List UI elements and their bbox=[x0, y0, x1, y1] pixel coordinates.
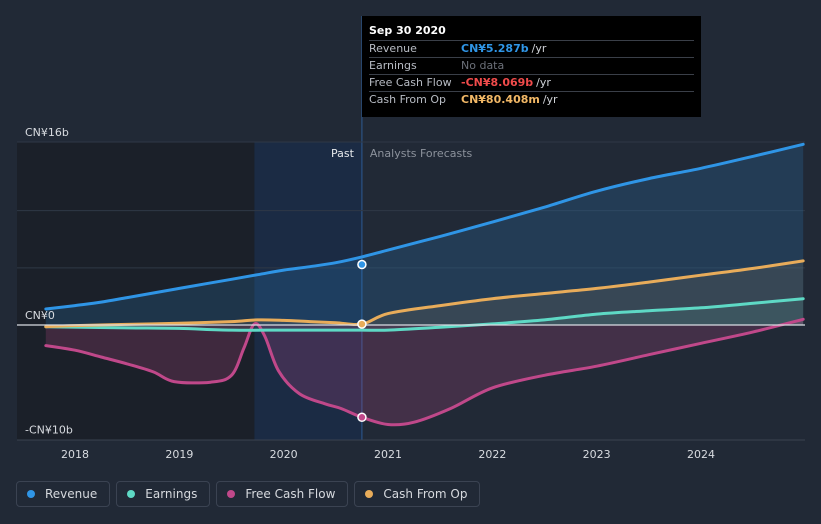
series-line-earnings bbox=[44, 297, 805, 332]
tooltip-label: Cash From Op bbox=[369, 93, 447, 106]
x-tick-label: 2018 bbox=[61, 448, 89, 461]
past-region bbox=[17, 142, 255, 440]
tooltip-value: No data bbox=[461, 59, 505, 72]
legend-item-revenue[interactable]: Revenue bbox=[16, 481, 111, 507]
past-label: Past bbox=[331, 147, 355, 160]
tooltip-label: Earnings bbox=[369, 59, 417, 72]
gridlines bbox=[17, 141, 805, 441]
x-tick-label: 2021 bbox=[374, 448, 402, 461]
x-tick-label: 2020 bbox=[270, 448, 298, 461]
tooltip-unit: /yr bbox=[542, 93, 558, 106]
highlight-point-revenue bbox=[357, 259, 367, 270]
x-axis-ticks: 2018 2019 2020 2021 2022 2023 2024 bbox=[61, 448, 715, 461]
chart-legend: Revenue Earnings Free Cash Flow Cash Fro… bbox=[16, 481, 481, 507]
tooltip-row-cash-from-op: Cash From Op CN¥80.408m /yr bbox=[369, 91, 694, 108]
y-tick-label-top: CN¥16b bbox=[25, 126, 69, 139]
tooltip-value: CN¥5.287b bbox=[461, 42, 529, 55]
area-earnings bbox=[45, 298, 804, 331]
tooltip-unit: /yr bbox=[531, 42, 547, 55]
forecast-label: Analysts Forecasts bbox=[370, 147, 473, 160]
highlight-region bbox=[254, 142, 362, 440]
area-free-cash-flow bbox=[45, 319, 804, 425]
y-tick-label-bottom: -CN¥10b bbox=[25, 423, 73, 436]
series-line-revenue bbox=[44, 142, 805, 311]
legend-dot-icon bbox=[127, 490, 136, 498]
tooltip-value: -CN¥8.069b bbox=[461, 76, 534, 89]
legend-item-free-cash-flow[interactable]: Free Cash Flow bbox=[216, 481, 349, 507]
tooltip-label: Revenue bbox=[369, 42, 417, 55]
x-tick-label: 2024 bbox=[687, 448, 715, 461]
tooltip-unit: /yr bbox=[536, 76, 551, 89]
tooltip-row-earnings: Earnings No data bbox=[369, 57, 694, 74]
x-tick-label: 2019 bbox=[165, 448, 193, 461]
x-tick-label: 2022 bbox=[478, 448, 506, 461]
legend-dot-icon bbox=[27, 490, 35, 498]
tooltip-row-free-cash-flow: Free Cash Flow -CN¥8.069b /yr bbox=[369, 74, 694, 91]
legend-label: Cash From Op bbox=[383, 487, 468, 501]
data-tooltip: Sep 30 2020 Revenue CN¥5.287b /yr Earnin… bbox=[362, 16, 701, 117]
tooltip-label: Free Cash Flow bbox=[369, 76, 452, 89]
highlight-point-free-cash-flow bbox=[357, 412, 367, 423]
x-tick-label: 2023 bbox=[583, 448, 611, 461]
tooltip-date: Sep 30 2020 bbox=[369, 24, 446, 37]
legend-item-earnings[interactable]: Earnings bbox=[116, 481, 211, 507]
highlight-points bbox=[357, 259, 367, 423]
legend-label: Earnings bbox=[145, 487, 198, 501]
series-line-free-cash-flow bbox=[44, 317, 805, 427]
tooltip-row-revenue: Revenue CN¥5.287b /yr bbox=[369, 40, 694, 57]
legend-label: Free Cash Flow bbox=[245, 487, 336, 501]
legend-item-cash-from-op[interactable]: Cash From Op bbox=[354, 481, 481, 507]
tooltip-value: CN¥80.408m bbox=[461, 93, 540, 106]
legend-dot-icon bbox=[227, 490, 236, 498]
legend-dot-icon bbox=[365, 490, 374, 498]
y-tick-label-zero: CN¥0 bbox=[25, 309, 55, 322]
area-cash-from-op bbox=[45, 260, 804, 327]
legend-label: Revenue bbox=[45, 487, 98, 501]
highlight-point-cash-from-op bbox=[357, 319, 367, 329]
